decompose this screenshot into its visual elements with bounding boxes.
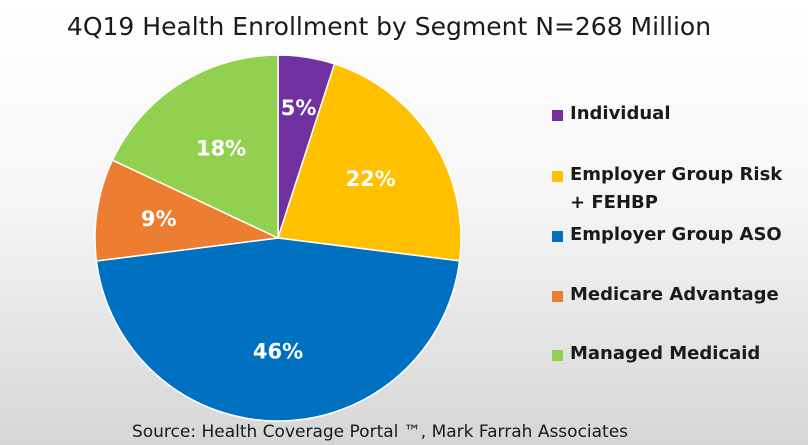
legend-item-medicare-advantage: Medicare Advantage (552, 284, 802, 309)
legend-label-employer-group-aso: Employer Group ASO (570, 224, 782, 245)
legend-label-individual: Individual (570, 103, 671, 124)
slice-label-medicare-advantage: 9% (141, 207, 177, 231)
pie-slice-managed-medicaid (111, 54, 279, 240)
legend-swatch-medicare-advantage (552, 291, 563, 302)
legend-swatch-employer-group-aso (552, 231, 563, 242)
slice-label-employer-group-risk: 22% (346, 167, 396, 191)
legend-label-managed-medicaid: Managed Medicaid (570, 343, 761, 364)
legend-item-individual: Individual (552, 103, 802, 128)
pie-slice-medicare-advantage (94, 159, 281, 262)
source-note: Source: Health Coverage Portal ™, Mark F… (131, 422, 629, 442)
legend-label-employer-group-risk: Employer Group Risk + FEHBP (570, 164, 783, 213)
legend-item-employer-group-aso: Employer Group ASO (552, 224, 802, 249)
pie-slice-employer-group-risk (277, 63, 462, 262)
slice-label-employer-group-aso: 46% (253, 340, 303, 364)
slice-label-individual: 5% (281, 96, 317, 120)
slice-label-managed-medicaid: 18% (196, 136, 246, 160)
legend-item-managed-medicaid: Managed Medicaid (552, 343, 802, 368)
legend-item-employer-group-risk: Employer Group Risk + FEHBP (552, 164, 802, 217)
pie-slice-employer-group-aso (95, 237, 461, 422)
legend-swatch-individual (552, 110, 563, 121)
legend-swatch-managed-medicaid (552, 350, 563, 361)
legend-swatch-employer-group-risk (552, 171, 563, 182)
legend-label-medicare-advantage: Medicare Advantage (570, 284, 779, 305)
chart-title: 4Q19 Health Enrollment by Segment N=268 … (66, 12, 712, 41)
